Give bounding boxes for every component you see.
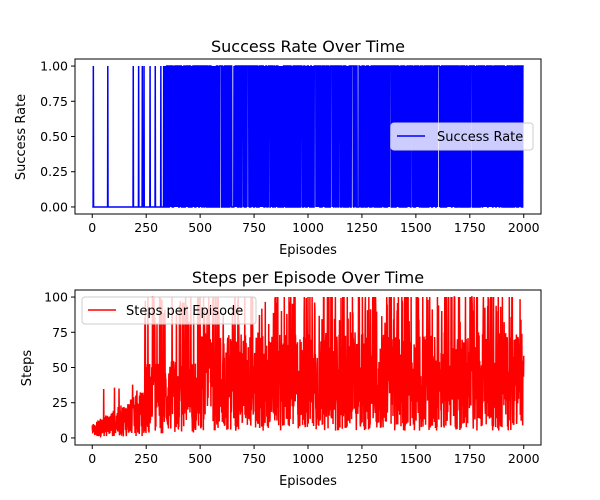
chart-title: Steps per Episode Over Time — [192, 268, 424, 287]
x-tick-label: 250 — [134, 451, 158, 466]
steps-line — [91, 296, 525, 439]
x-tick-label: 1250 — [346, 451, 378, 466]
x-tick-label: 0 — [88, 220, 96, 235]
x-tick-label: 1750 — [454, 220, 486, 235]
x-tick-label: 500 — [188, 220, 212, 235]
x-tick-label: 1500 — [400, 220, 432, 235]
y-tick-label: 0.50 — [40, 129, 68, 144]
steps-chart: Steps per Episode Over Time 0 250 500 750 10… — [20, 268, 542, 489]
y-axis-label: Success Rate — [14, 94, 29, 180]
chart-title: Success Rate Over Time — [211, 37, 405, 56]
steps-series — [91, 296, 525, 439]
x-tick-label: 1750 — [454, 451, 486, 466]
x-tick-label: 1250 — [346, 220, 378, 235]
success-rate-series — [92, 65, 524, 208]
x-tick-label: 1000 — [292, 451, 324, 466]
y-tick-label: 25 — [52, 395, 68, 410]
x-tick-label: 1500 — [400, 451, 432, 466]
legend: Steps per Episode — [81, 296, 257, 325]
x-tick-label: 2000 — [508, 451, 540, 466]
x-tick-label: 750 — [242, 451, 266, 466]
y-axis-ticks: 0 25 50 75 100 — [44, 290, 75, 445]
y-tick-label: 100 — [44, 290, 68, 305]
y-axis-ticks: 0.00 0.25 0.50 0.75 1.00 — [40, 59, 75, 214]
y-tick-label: 0.00 — [40, 199, 68, 214]
legend-box — [81, 296, 257, 325]
x-tick-label: 1000 — [292, 220, 324, 235]
y-tick-label: 0.75 — [40, 94, 68, 109]
y-tick-label: 0.25 — [40, 164, 68, 179]
success-rate-line — [92, 65, 524, 208]
x-axis-ticks: 0 250 500 750 1000 1250 1500 1750 2000 — [88, 214, 540, 235]
legend-box — [390, 122, 534, 151]
x-axis-label: Episodes — [279, 474, 337, 489]
x-tick-label: 2000 — [508, 220, 540, 235]
legend-label: Steps per Episode — [126, 304, 243, 319]
x-tick-label: 250 — [134, 220, 158, 235]
y-tick-label: 1.00 — [40, 59, 68, 74]
x-axis-ticks: 0 250 500 750 1000 1250 1500 1750 2000 — [88, 445, 540, 466]
legend: Success Rate — [390, 122, 534, 151]
y-axis-label: Steps — [20, 350, 35, 387]
y-tick-label: 0 — [60, 430, 68, 445]
y-tick-label: 50 — [52, 360, 68, 375]
x-axis-label: Episodes — [279, 243, 337, 258]
legend-label: Success Rate — [437, 130, 523, 145]
x-tick-label: 500 — [188, 451, 212, 466]
x-tick-label: 0 — [88, 451, 96, 466]
success-rate-chart: Success Rate Over Time 0 250 500 750 1000 125… — [14, 37, 542, 258]
x-tick-label: 750 — [242, 220, 266, 235]
y-tick-label: 75 — [52, 325, 68, 340]
